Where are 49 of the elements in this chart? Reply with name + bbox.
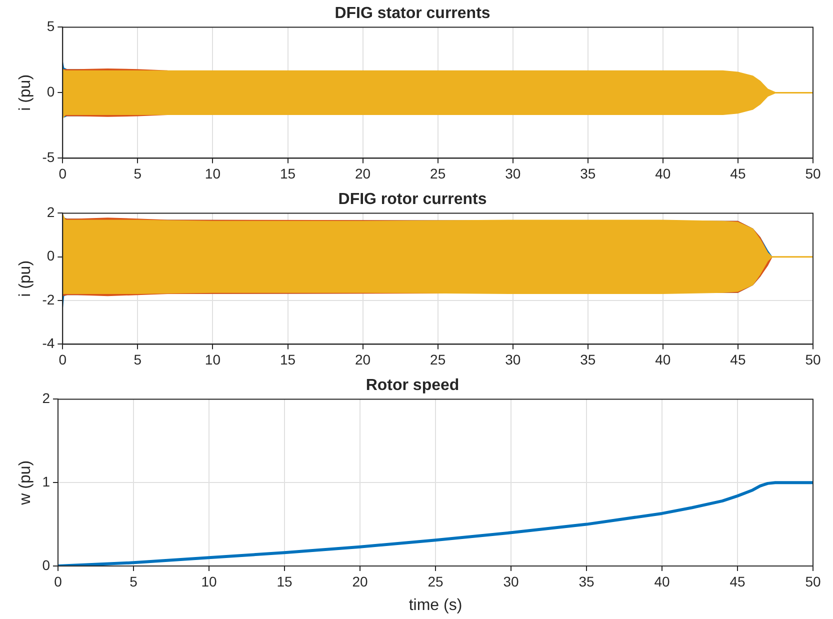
y-tick-label: -2: [42, 291, 55, 308]
y-axis-title: i (pu): [17, 74, 34, 111]
x-tick-label: 25: [430, 165, 446, 182]
y-tick-label: 5: [46, 18, 55, 34]
x-tick-label: 25: [430, 351, 446, 368]
y-tick-label: 1: [42, 473, 50, 490]
x-tick-label: 5: [134, 351, 142, 368]
y-axis-title: i (pu): [17, 260, 34, 297]
x-tick-label: 20: [355, 165, 371, 182]
y-tick-label: -5: [42, 149, 55, 166]
x-tick-label: 10: [201, 573, 217, 590]
x-tick-label: 45: [730, 165, 746, 182]
y-tick-label: 0: [46, 84, 55, 100]
y-tick-label: 2: [46, 204, 55, 220]
x-tick-label: 50: [805, 351, 821, 368]
x-tick-label: 40: [655, 165, 671, 182]
chart-title: DFIG rotor currents: [338, 191, 487, 208]
x-tick-label: 35: [578, 573, 594, 590]
x-tick-label: 30: [503, 573, 519, 590]
y-tick-label: 2: [42, 390, 50, 406]
x-tick-label: 30: [505, 351, 521, 368]
x-tick-label: 45: [730, 351, 746, 368]
x-tick-label: 30: [505, 165, 521, 182]
y-axis-title: w (pu): [17, 460, 34, 506]
x-tick-label: 20: [352, 573, 368, 590]
chart-title: DFIG stator currents: [334, 5, 490, 22]
x-tick-label: 15: [280, 351, 296, 368]
x-tick-label: 5: [134, 165, 142, 182]
x-tick-label: 25: [428, 573, 444, 590]
x-tick-label: 40: [655, 351, 671, 368]
x-tick-label: 15: [276, 573, 292, 590]
x-tick-label: 40: [654, 573, 670, 590]
x-tick-label: 15: [280, 165, 296, 182]
x-tick-label: 35: [580, 165, 596, 182]
x-axis-title: time (s): [408, 596, 462, 614]
x-tick-label: 10: [204, 351, 221, 368]
x-tick-label: 50: [805, 165, 821, 182]
chart-title: Rotor speed: [366, 377, 460, 394]
y-tick-label: -4: [42, 335, 55, 352]
x-tick-label: 10: [204, 165, 221, 182]
y-tick-label: 0: [46, 248, 55, 264]
x-tick-label: 45: [730, 573, 746, 590]
y-tick-label: 0: [42, 556, 50, 573]
x-tick-label: 0: [58, 351, 67, 368]
x-tick-label: 0: [58, 165, 67, 182]
x-tick-label: 50: [805, 573, 821, 590]
x-tick-label: 5: [130, 573, 138, 590]
x-tick-label: 20: [355, 351, 371, 368]
x-tick-label: 35: [580, 351, 596, 368]
